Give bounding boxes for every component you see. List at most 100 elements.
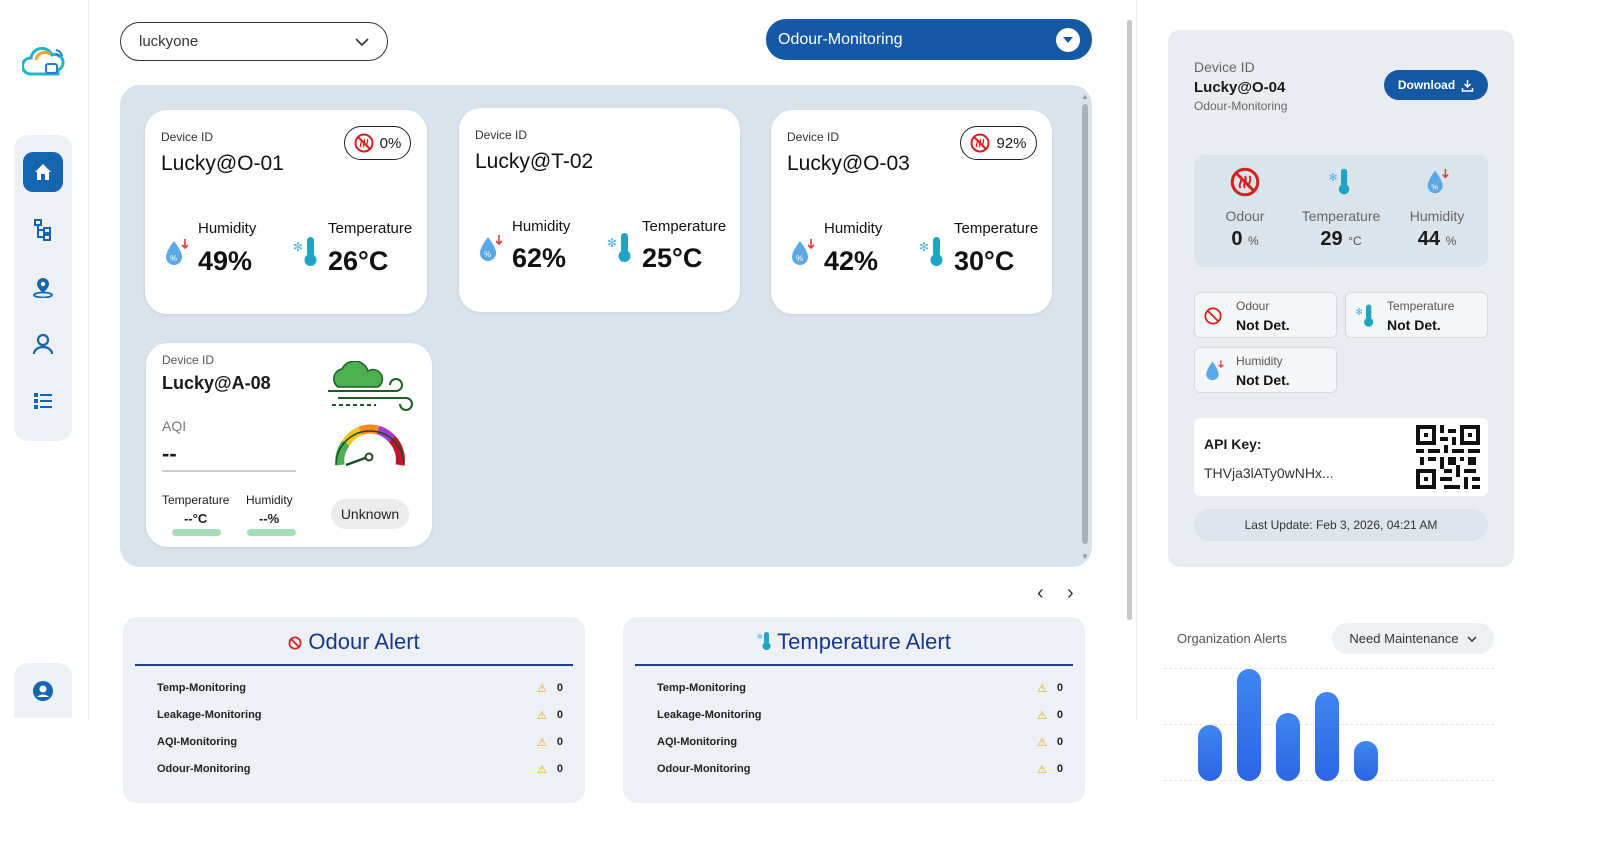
odour-badge: 0% bbox=[344, 126, 411, 160]
chart-bar[interactable] bbox=[1276, 713, 1300, 781]
stat-value: 29 bbox=[1320, 228, 1343, 250]
alert-row-label: Temp-Monitoring bbox=[157, 682, 246, 694]
next-page-button[interactable]: › bbox=[1067, 582, 1074, 604]
alert-row[interactable]: AQI-Monitoring ⚠ 0 bbox=[157, 736, 563, 752]
panel-scrollbar[interactable] bbox=[1082, 104, 1088, 544]
humidity-drop-icon: % bbox=[166, 239, 189, 265]
alert-row[interactable]: Leakage-Monitoring ⚠ 0 bbox=[657, 709, 1063, 725]
odour-alert-heading: Odour Alert bbox=[123, 629, 585, 655]
device-card-odour-3[interactable]: Device ID Lucky@O-03 92% Humidity Temper… bbox=[771, 110, 1052, 314]
nav-hierarchy[interactable] bbox=[23, 210, 63, 250]
prev-page-button[interactable]: ‹ bbox=[1037, 582, 1044, 604]
humidity-drop-icon bbox=[1206, 360, 1224, 381]
aqi-status-badge: Unknown bbox=[331, 499, 409, 529]
nav-location[interactable] bbox=[23, 267, 63, 307]
alert-row-label: Leakage-Monitoring bbox=[157, 709, 262, 721]
organization-select[interactable]: luckyone bbox=[120, 22, 388, 61]
alert-row-count: 0 bbox=[556, 709, 563, 721]
aqi-label: AQI bbox=[162, 418, 187, 434]
temperature-label: Temperature bbox=[162, 493, 230, 507]
device-name: Lucky@O-03 bbox=[787, 152, 910, 175]
alert-row[interactable]: Leakage-Monitoring ⚠ 0 bbox=[157, 709, 563, 725]
detail-device-id-label: Device ID bbox=[1194, 59, 1255, 75]
alert-row-count: 0 bbox=[556, 763, 563, 775]
nav-list[interactable] bbox=[23, 381, 63, 421]
humidity-drop-icon: % bbox=[1427, 168, 1449, 194]
download-button[interactable]: Download bbox=[1384, 70, 1488, 100]
api-key-label: API Key: bbox=[1204, 436, 1262, 452]
device-name: Lucky@T-02 bbox=[475, 150, 594, 173]
main-scrollbar[interactable] bbox=[1127, 20, 1132, 620]
odour-value: 92% bbox=[996, 134, 1027, 152]
stat-value: 0 bbox=[1231, 228, 1243, 250]
humidity-value: 42% bbox=[824, 246, 879, 276]
thermometer-icon: ✻ bbox=[607, 233, 631, 262]
svg-text:%: % bbox=[796, 254, 803, 263]
alert-row[interactable]: Temp-Monitoring ⚠ 0 bbox=[157, 682, 563, 698]
alert-row[interactable]: Odour-Monitoring ⚠ 0 bbox=[157, 763, 563, 779]
tile-label: Odour bbox=[1236, 299, 1270, 313]
humidity-label: Humidity bbox=[198, 220, 257, 237]
api-key-value[interactable]: THVja3lATy0wNHx... bbox=[1204, 465, 1334, 481]
stat-temperature: ✻ Temperature 29 °C bbox=[1293, 167, 1389, 251]
chart-bar[interactable] bbox=[1198, 725, 1222, 781]
nav-home[interactable] bbox=[23, 152, 63, 192]
wind-cloud-icon bbox=[328, 361, 413, 411]
temperature-alert-card: ✻ Temperature Alert Temp-Monitoring ⚠ 0 Lea… bbox=[623, 617, 1085, 803]
chart-bar[interactable] bbox=[1354, 741, 1378, 781]
humidity-status-tile: Humidity Not Det. bbox=[1194, 347, 1337, 393]
detail-device-id: Lucky@O-04 bbox=[1194, 79, 1286, 96]
chart-bar[interactable] bbox=[1315, 692, 1339, 781]
download-label: Download bbox=[1397, 78, 1456, 92]
chevron-down-icon bbox=[1467, 635, 1477, 642]
temperature-value: --°C bbox=[184, 511, 208, 526]
warning-icon: ⚠ bbox=[537, 764, 547, 776]
alert-row[interactable]: Odour-Monitoring ⚠ 0 bbox=[657, 763, 1063, 779]
alert-row[interactable]: AQI-Monitoring ⚠ 0 bbox=[657, 736, 1063, 752]
device-card-aqi-8[interactable]: Device ID Lucky@A-08 AQI -- Temperature … bbox=[146, 343, 432, 547]
no-odour-icon bbox=[1230, 167, 1260, 197]
api-key-box: API Key: THVja3lATy0wNHx... bbox=[1194, 418, 1488, 496]
alert-row[interactable]: Temp-Monitoring ⚠ 0 bbox=[657, 682, 1063, 698]
device-name: Lucky@A-08 bbox=[162, 373, 271, 393]
list-icon bbox=[34, 393, 52, 409]
scroll-up-arrow[interactable]: ▲ bbox=[1081, 92, 1089, 101]
temperature-value: 25°C bbox=[642, 243, 703, 273]
chevron-down-icon bbox=[355, 37, 369, 46]
alert-row-label: Leakage-Monitoring bbox=[657, 709, 762, 721]
alert-row-label: Odour-Monitoring bbox=[157, 763, 251, 775]
alert-row-count: 0 bbox=[1056, 709, 1063, 721]
org-alerts-filter-select[interactable]: Need Maintenance bbox=[1332, 623, 1494, 654]
device-id-label: Device ID bbox=[475, 128, 528, 142]
stat-unit: °C bbox=[1348, 234, 1362, 248]
qr-code-icon[interactable] bbox=[1416, 425, 1480, 489]
odour-status-tile: Odour Not Det. bbox=[1194, 292, 1337, 338]
odour-alert-divider bbox=[135, 664, 573, 666]
monitoring-type-select[interactable]: Odour-Monitoring bbox=[766, 19, 1092, 60]
scroll-down-arrow[interactable]: ▼ bbox=[1081, 552, 1089, 561]
svg-text:%: % bbox=[484, 250, 491, 259]
thermometer-icon: ✻ bbox=[757, 632, 771, 650]
tile-label: Temperature bbox=[1387, 299, 1455, 313]
download-icon bbox=[1461, 79, 1474, 92]
temperature-bar bbox=[172, 529, 221, 536]
device-card-odour-1[interactable]: Device ID Lucky@O-01 0% Humidity Tempera… bbox=[145, 110, 427, 314]
thermometer-icon: ✻ bbox=[1329, 168, 1350, 195]
temperature-alert-divider bbox=[635, 664, 1073, 666]
cloud-logo-icon bbox=[21, 44, 66, 80]
device-stats-box: Odour 0 % ✻ Temperature 29 °C % Humidity… bbox=[1194, 155, 1488, 267]
last-update-text: Last Update: Feb 3, 2026, 04:21 AM bbox=[1194, 509, 1488, 541]
warning-icon: ⚠ bbox=[1037, 737, 1047, 749]
alert-row-count: 0 bbox=[556, 736, 563, 748]
stat-unit: % bbox=[1248, 234, 1259, 248]
device-card-temp-2[interactable]: Device ID Lucky@T-02 Humidity Temperatur… bbox=[459, 108, 740, 312]
nav-users[interactable] bbox=[23, 324, 63, 364]
humidity-label: Humidity bbox=[246, 493, 293, 507]
humidity-label: Humidity bbox=[512, 218, 571, 235]
chart-bar[interactable] bbox=[1237, 669, 1261, 781]
humidity-value: 49% bbox=[198, 246, 253, 276]
profile-button[interactable] bbox=[14, 663, 72, 718]
svg-text:%: % bbox=[170, 254, 177, 263]
humidity-value: --% bbox=[259, 511, 280, 526]
humidity-drop-icon: % bbox=[480, 235, 503, 261]
